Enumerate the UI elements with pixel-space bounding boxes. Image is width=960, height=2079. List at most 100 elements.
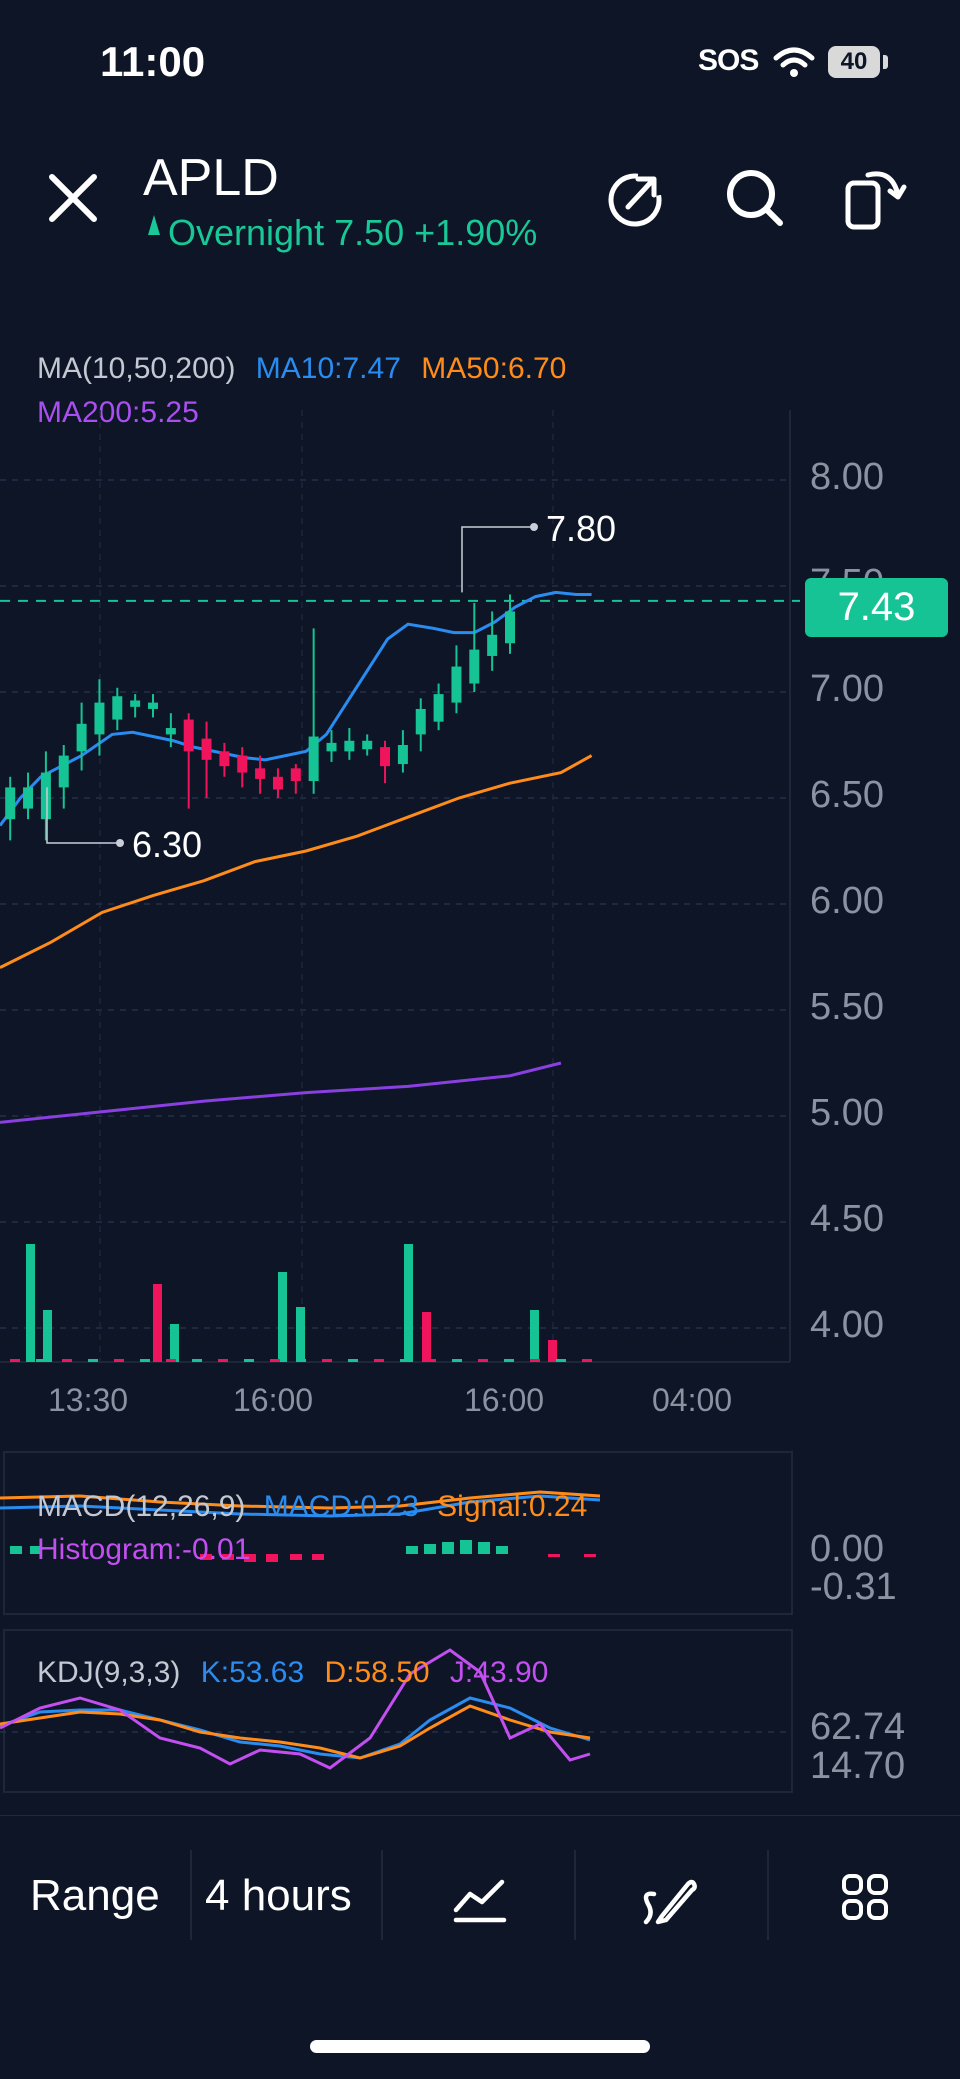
macd-histogram-bar bbox=[478, 1542, 490, 1554]
volume-bar bbox=[278, 1272, 287, 1362]
volume-baseline bbox=[62, 1359, 72, 1362]
x-tick: 13:30 bbox=[48, 1382, 129, 1418]
y-tick: 8.00 bbox=[810, 456, 884, 498]
grid-icon[interactable] bbox=[840, 1872, 890, 1922]
home-indicator[interactable] bbox=[310, 2040, 650, 2053]
macd-histogram-bar bbox=[290, 1554, 302, 1560]
j-line bbox=[0, 1648, 591, 1770]
volume-bar bbox=[26, 1244, 35, 1362]
rotate-screen-icon[interactable] bbox=[840, 163, 910, 233]
y-tick: 7.50 bbox=[810, 562, 884, 579]
battery-indicator: 40 bbox=[828, 46, 880, 78]
interval-button[interactable]: 4 hours bbox=[205, 1871, 352, 1920]
draw-icon[interactable] bbox=[640, 1870, 700, 1930]
volume-baseline bbox=[296, 1359, 306, 1362]
high-leader bbox=[461, 526, 534, 593]
volume-bar bbox=[43, 1310, 52, 1362]
j-value: J:43.90 bbox=[449, 1656, 549, 1689]
signal-line bbox=[0, 1490, 601, 1510]
low-leader bbox=[46, 787, 120, 844]
candle-body bbox=[148, 702, 158, 709]
y-tick: 6.00 bbox=[810, 880, 884, 922]
kdj-tick: 62.74 bbox=[810, 1706, 906, 1748]
volume-bar bbox=[296, 1307, 305, 1362]
macd-histogram-bar bbox=[222, 1554, 234, 1560]
candle-body bbox=[380, 747, 391, 767]
y-tick: 5.50 bbox=[810, 986, 884, 1028]
candle-body bbox=[308, 736, 319, 782]
battery-tip bbox=[883, 55, 888, 69]
y-tick: 5.00 bbox=[810, 1092, 884, 1134]
macd-line bbox=[0, 1494, 601, 1518]
close-icon[interactable] bbox=[38, 163, 108, 233]
volume-baseline bbox=[348, 1359, 358, 1362]
kdj-legend: KDJ(9,3,3) K:53.63 D:58.50 J:43.90 bbox=[37, 1656, 548, 1690]
macd-panel[interactable] bbox=[0, 1450, 800, 1615]
volume-bar bbox=[153, 1284, 162, 1362]
candle-body bbox=[451, 666, 462, 703]
d-line bbox=[0, 1704, 591, 1760]
candle-body bbox=[326, 742, 337, 752]
candle-body bbox=[219, 751, 230, 767]
ma-legend-title: MA(10,50,200) bbox=[37, 352, 236, 385]
search-icon[interactable] bbox=[720, 163, 790, 233]
x-tick: 04:00 bbox=[652, 1382, 733, 1418]
candle-body bbox=[505, 611, 515, 644]
candle-body bbox=[183, 719, 194, 752]
macd-histogram-bar bbox=[496, 1546, 508, 1554]
ma-line-ma200 bbox=[0, 1061, 562, 1124]
volume-baseline bbox=[426, 1359, 436, 1362]
x-tick: 16:00 bbox=[464, 1382, 545, 1418]
y-tick: 4.50 bbox=[810, 1198, 884, 1240]
volume-baseline bbox=[114, 1359, 124, 1362]
toolbar-divider bbox=[767, 1850, 769, 1940]
low-leader-dot bbox=[116, 839, 124, 847]
panel-frame bbox=[3, 1451, 793, 1615]
price-chart[interactable] bbox=[0, 0, 960, 1420]
y-tick: 7.00 bbox=[810, 668, 884, 710]
volume-baseline bbox=[166, 1359, 176, 1362]
macd-tick: 0.00 bbox=[810, 1528, 884, 1570]
volume-bar bbox=[548, 1340, 557, 1362]
candle-body bbox=[362, 740, 373, 750]
ma-line-ma10 bbox=[0, 590, 592, 827]
volume-baseline bbox=[452, 1359, 462, 1362]
candle-body bbox=[112, 696, 123, 720]
ma-line-ma50 bbox=[0, 754, 593, 969]
candle-body bbox=[487, 634, 498, 656]
volume-baseline bbox=[556, 1359, 566, 1362]
volume-baseline bbox=[582, 1359, 592, 1362]
macd-histogram-bar bbox=[312, 1554, 324, 1560]
candle-body bbox=[397, 745, 408, 765]
volume-baseline bbox=[140, 1359, 150, 1362]
x-tick: 16:00 bbox=[233, 1382, 314, 1418]
ma10-value: MA10:7.47 bbox=[255, 352, 401, 385]
toolbar-divider bbox=[190, 1850, 192, 1940]
candle-body bbox=[40, 772, 51, 820]
volume-baseline bbox=[36, 1359, 46, 1362]
current-price-tag: 7.43 bbox=[805, 578, 948, 637]
indicator-icon[interactable] bbox=[450, 1872, 510, 1928]
candle-body bbox=[415, 708, 426, 735]
macd-histogram-bar bbox=[424, 1544, 436, 1554]
ticker-symbol: APLD bbox=[143, 149, 279, 207]
kdj-title: KDJ(9,3,3) bbox=[37, 1656, 181, 1689]
candle-body bbox=[201, 738, 212, 760]
volume-baseline bbox=[10, 1359, 20, 1362]
share-icon[interactable] bbox=[600, 163, 670, 233]
ma200-value: MA200:5.25 bbox=[37, 396, 199, 429]
candle-body bbox=[23, 787, 34, 809]
kdj-tick: 14.70 bbox=[810, 1745, 906, 1787]
range-button[interactable]: Range bbox=[30, 1871, 160, 1920]
volume-baseline bbox=[270, 1359, 280, 1362]
macd-histogram-bar bbox=[200, 1554, 212, 1560]
kdj-panel[interactable] bbox=[0, 1628, 800, 1793]
bottom-toolbar bbox=[0, 1815, 960, 1986]
macd-title: MACD(12,26,9) bbox=[37, 1490, 246, 1523]
session-arrow-icon bbox=[147, 215, 161, 246]
candle-body bbox=[469, 649, 480, 684]
high-leader-dot bbox=[530, 523, 538, 531]
macd-histogram-bar bbox=[406, 1546, 418, 1554]
wifi-icon bbox=[773, 47, 815, 77]
toolbar-divider bbox=[381, 1850, 383, 1940]
